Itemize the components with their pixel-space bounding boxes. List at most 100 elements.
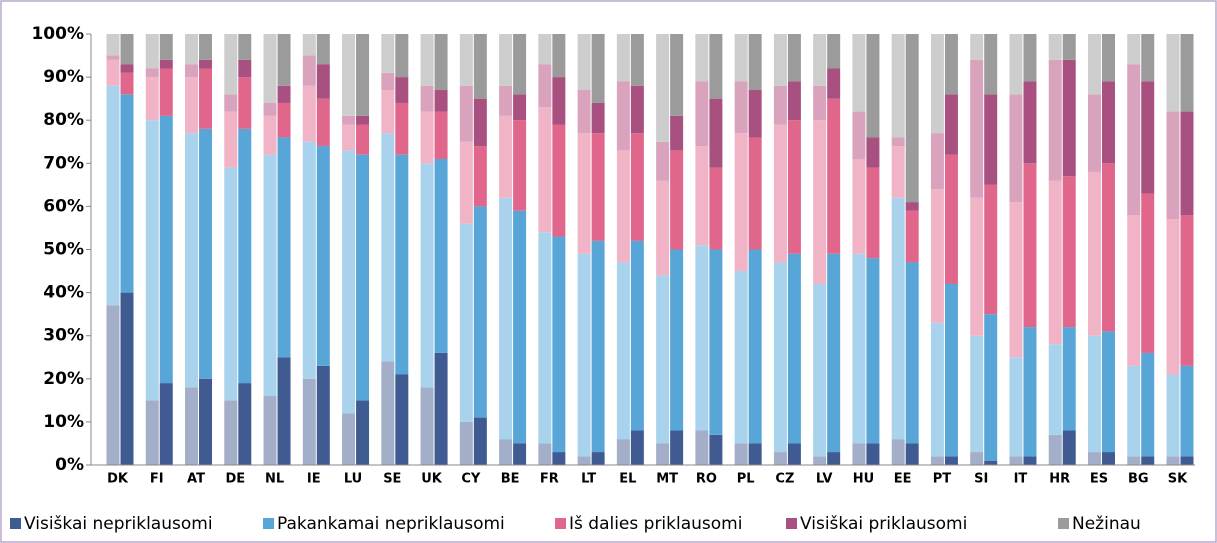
x-tick-label: IE [307,472,321,487]
bar-segment [1048,59,1062,181]
bar-segment [473,417,487,465]
bar-segment [395,77,409,103]
bar-segment [944,283,958,457]
bar-segment [342,34,356,116]
x-tick-label: ES [1090,472,1108,487]
bar-segment [302,34,316,56]
bar-segment [891,34,905,138]
bar-segment [499,197,513,440]
bar-segment [1009,357,1023,457]
x-tick-label: IT [1014,472,1028,487]
bar-segment [695,81,709,147]
bar-segment [302,85,316,142]
bar-segment [695,34,709,82]
bar-segment [1009,34,1023,95]
y-tick-label: 10% [43,412,84,432]
x-tick-label: SK [1168,472,1188,487]
bar-segment [538,232,552,444]
bar-segment [734,443,748,465]
x-tick-label: RO [696,472,717,487]
bar-segment [277,137,291,358]
bar-segment [734,81,748,134]
y-tick-label: 50% [43,240,84,260]
bar-segment [199,378,213,465]
bar-segment [930,133,944,190]
bar-segment [552,236,566,453]
bar-segment [420,85,434,112]
bar-segment [159,34,173,60]
bar-segment [813,34,827,86]
bar-segment [944,154,958,284]
bar-segment [434,352,448,465]
bar-segment [866,34,880,138]
bar-segment [670,34,684,116]
bar-segment [827,253,841,453]
bar-segment [1127,64,1141,216]
bar-segment [1101,452,1115,465]
bar-segment [356,34,370,116]
bar-segment [381,133,395,362]
y-tick-label: 40% [43,283,84,303]
bar-segment [342,115,356,125]
bar-segment [263,34,277,103]
bar-segment [616,150,630,263]
bar-segment [381,72,395,91]
bar-segment [866,258,880,444]
bar-segment [1023,327,1037,457]
bar-segment [891,137,905,147]
bar-segment [734,271,748,444]
bar-segment [1127,215,1141,366]
y-tick-label: 20% [43,369,84,389]
bar-segment [106,34,120,56]
bar-segment [513,443,527,465]
bar-segment [787,81,801,121]
bar-segment [1180,215,1194,366]
bar-segment [459,141,473,224]
bar-segment [1062,34,1076,60]
bar-segment [905,34,919,203]
bar-segment [577,133,591,254]
bar-segment [302,55,316,86]
bar-segment [316,64,330,99]
bar-segment [813,85,827,121]
bar-segment [695,146,709,246]
bar-segment [120,72,134,95]
bar-segment [356,124,370,155]
bar-segment [381,34,395,73]
bar-segment [238,34,252,60]
bar-segment [538,34,552,65]
bar-segment [1127,365,1141,457]
bar-segment [420,34,434,86]
bar-segment [106,55,120,60]
x-tick-label: LV [816,472,833,487]
x-tick-label: HR [1049,472,1070,487]
bar-segment [263,154,277,397]
bar-segment [552,124,566,237]
bar-segment [930,34,944,134]
bar-segment [238,77,252,129]
bar-segment [420,163,434,388]
bar-segment [970,59,984,198]
bar-segment [1127,34,1141,65]
bar-segment [552,34,566,78]
bar-segment [827,452,841,465]
bar-segment [513,34,527,95]
bar-segment [734,133,748,272]
bar-segment [984,460,998,465]
bar-segment [473,206,487,418]
bar-segment [159,59,173,69]
bar-segment [120,292,134,465]
bar-segment [1048,344,1062,435]
bar-segment [905,210,919,263]
bar-segment [552,452,566,465]
bar-segment [277,85,291,103]
x-tick-label: CZ [775,472,794,487]
bar-segment [459,85,473,142]
bar-segment [145,400,159,465]
bar-segment [342,124,356,151]
bar-segment [145,34,159,69]
bar-segment [827,98,841,254]
bar-segment [1048,34,1062,60]
y-tick-label: 80% [43,110,84,130]
